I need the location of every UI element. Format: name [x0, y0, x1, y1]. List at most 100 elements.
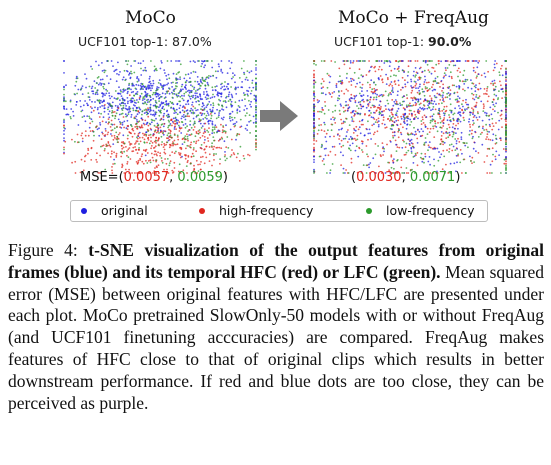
- scatter-point: [243, 157, 246, 160]
- scatter-point: [347, 90, 349, 92]
- scatter-point: [445, 69, 447, 72]
- scatter-point: [345, 118, 348, 120]
- scatter-point: [395, 74, 397, 77]
- scatter-point: [472, 69, 475, 72]
- scatter-point: [477, 136, 480, 138]
- scatter-point: [464, 60, 467, 62]
- scatter-point: [162, 131, 164, 134]
- scatter-point: [458, 118, 460, 121]
- scatter-point: [463, 89, 466, 92]
- scatter-point: [492, 125, 495, 127]
- scatter-point: [486, 155, 488, 157]
- scatter-point: [212, 106, 214, 109]
- scatter-point: [117, 138, 120, 140]
- scatter-point: [378, 60, 381, 62]
- scatter-point: [397, 136, 400, 139]
- scatter-point: [126, 161, 129, 163]
- scatter-point: [467, 146, 469, 149]
- scatter-point: [361, 60, 364, 62]
- scatter-point: [320, 129, 323, 132]
- scatter-point: [350, 116, 353, 118]
- scatter-point: [378, 95, 380, 98]
- scatter-point: [124, 168, 127, 171]
- scatter-point: [206, 129, 209, 132]
- scatter-point: [90, 65, 92, 68]
- scatter-point: [479, 87, 482, 90]
- scatter-point: [175, 82, 177, 84]
- scatter-point: [74, 160, 77, 163]
- scatter-point: [505, 84, 507, 86]
- scatter-point: [492, 82, 495, 85]
- scatter-point: [342, 138, 345, 140]
- scatter-point: [414, 113, 417, 116]
- scatter-point: [161, 107, 164, 109]
- scatter-point: [491, 101, 494, 103]
- scatter-point: [435, 63, 438, 66]
- scatter-point: [218, 112, 221, 114]
- scatter-point: [159, 152, 162, 155]
- scatter-point: [428, 156, 431, 158]
- scatter-point: [97, 83, 100, 86]
- scatter-point: [370, 106, 372, 109]
- scatter-point: [144, 66, 147, 69]
- scatter-point: [472, 147, 475, 150]
- scatter-point: [411, 97, 414, 100]
- scatter-point: [398, 65, 400, 68]
- scatter-point: [412, 162, 415, 164]
- scatter-point: [464, 144, 467, 147]
- scatter-point: [63, 126, 65, 129]
- scatter-point: [255, 117, 257, 119]
- scatter-point: [192, 96, 194, 99]
- scatter-point: [172, 142, 175, 145]
- scatter-point: [465, 172, 467, 174]
- scatter-point: [331, 163, 334, 165]
- scatter-point: [348, 138, 351, 140]
- scatter-point: [191, 101, 194, 104]
- scatter-point: [367, 155, 369, 158]
- scatter-point: [159, 103, 162, 106]
- scatter-point: [114, 115, 117, 117]
- scatter-point: [219, 138, 222, 140]
- scatter-point: [127, 113, 130, 115]
- scatter-point: [489, 106, 492, 109]
- scatter-point: [198, 103, 201, 106]
- scatter-point: [475, 101, 478, 104]
- scatter-point: [149, 87, 151, 89]
- scatter-point: [404, 112, 407, 115]
- scatter-point: [224, 132, 227, 134]
- scatter-point: [404, 146, 407, 149]
- scatter-point: [347, 60, 349, 62]
- scatter-point: [505, 96, 507, 99]
- scatter-point: [165, 74, 168, 77]
- scatter-point: [399, 104, 402, 107]
- scatter-point: [405, 104, 408, 107]
- scatter-point: [248, 120, 251, 123]
- scatter-point: [466, 60, 469, 62]
- scatter-point: [116, 138, 119, 141]
- scatter-point: [398, 70, 400, 72]
- scatter-point: [393, 158, 395, 160]
- scatter-point: [425, 141, 427, 144]
- scatter-point: [84, 73, 86, 75]
- scatter-point: [86, 104, 89, 106]
- scatter-point: [389, 83, 392, 86]
- scatter-point: [351, 78, 354, 80]
- scatter-point: [447, 172, 450, 174]
- scatter-point: [157, 130, 159, 133]
- scatter-point: [117, 61, 119, 64]
- scatter-point: [321, 78, 324, 80]
- scatter-point: [461, 172, 463, 174]
- scatter-point: [452, 118, 455, 121]
- scatter-point: [189, 90, 192, 92]
- scatter-point: [220, 123, 222, 126]
- scatter-point: [192, 117, 195, 120]
- scatter-point: [130, 98, 132, 100]
- scatter-point: [136, 152, 139, 154]
- scatter-point: [253, 98, 256, 100]
- scatter-point: [406, 81, 409, 84]
- scatter-point: [196, 76, 199, 78]
- scatter-point: [494, 85, 497, 88]
- scatter-point: [220, 60, 223, 62]
- scatter-point: [436, 170, 438, 173]
- scatter-point: [387, 94, 390, 97]
